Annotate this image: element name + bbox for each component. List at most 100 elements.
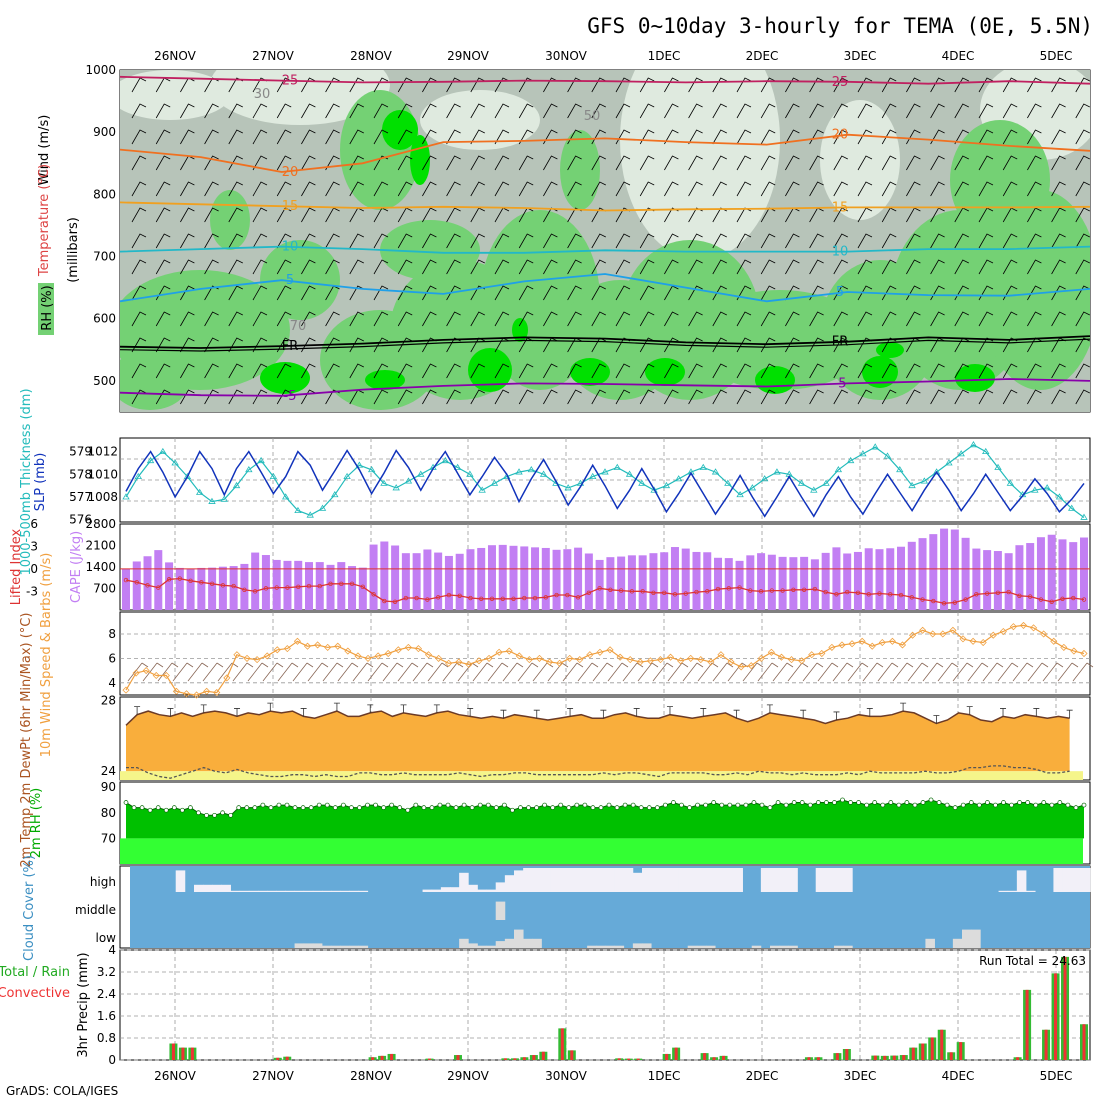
precip-convective-bar — [570, 1050, 574, 1060]
cape-bar — [746, 555, 755, 610]
wind-speed-point — [223, 674, 231, 682]
wind-barb — [180, 285, 195, 301]
wind-barb — [543, 311, 558, 327]
wind-barb — [180, 259, 195, 275]
cape-bar — [208, 567, 217, 610]
lifted-index-point — [543, 595, 548, 600]
wind-barb — [397, 389, 413, 405]
isotherm-label: 20 — [832, 128, 849, 143]
wind-barb — [930, 181, 945, 197]
rh-wet-region — [260, 240, 340, 320]
wind-barb — [518, 103, 534, 119]
thickness-point — [466, 470, 474, 477]
wind-barb — [1051, 285, 1066, 301]
temp-minmax-bar — [1033, 708, 1040, 717]
cape-bar — [778, 556, 787, 610]
x-tick-label: 2DEC — [746, 49, 779, 63]
temp-minmax-bar — [467, 708, 474, 717]
precip-convective-bar — [816, 1057, 820, 1060]
wind-barb — [301, 77, 316, 93]
rh2m-point — [188, 805, 193, 810]
wind-barb — [785, 285, 800, 301]
wind-barb — [325, 103, 340, 119]
cape-bar — [186, 568, 195, 610]
chart-title: GFS 0~10day 3-hourly for TEMA (0E, 5.5N) — [587, 14, 1093, 38]
x-tick-label: 2DEC — [746, 1069, 779, 1083]
wind-barb — [615, 155, 631, 171]
wind-barb — [204, 129, 219, 145]
wind-speed-point — [717, 651, 725, 659]
lifted-index-point — [220, 583, 226, 588]
cloud-high-bar — [431, 889, 442, 892]
wind-barb — [352, 662, 374, 682]
cloud-high-bar — [276, 890, 286, 892]
wind-barb — [155, 233, 171, 249]
thickness-point — [822, 479, 830, 486]
precip-convective-bar — [190, 1047, 194, 1060]
wind-barb — [349, 233, 364, 249]
cloud-low-bar — [632, 943, 643, 948]
wind-barb — [736, 259, 752, 275]
cape-bar — [487, 545, 496, 610]
rh2m-point — [936, 800, 942, 805]
cloud-high-bar — [239, 890, 250, 892]
lifted-index-point — [683, 591, 688, 596]
lifted-index-point — [1060, 596, 1065, 601]
wind-barb — [906, 103, 921, 119]
cloud-high-bar — [678, 868, 689, 892]
lifted-index-point — [651, 590, 656, 595]
wind-speed-point — [455, 658, 463, 666]
wind-barb — [470, 129, 485, 145]
wind-barb — [204, 259, 219, 275]
wind-barb — [785, 233, 800, 249]
lifted-index-point — [360, 584, 366, 590]
wind-barb — [736, 129, 752, 145]
precip-convective-bar — [902, 1055, 906, 1060]
cloud-high-bar — [468, 884, 478, 892]
precip-convective-bar — [1016, 1057, 1020, 1060]
wind-barb — [881, 77, 897, 93]
wind-barb — [785, 181, 800, 197]
rh2m-point — [284, 802, 290, 808]
rh-contour-label: 30 — [254, 87, 271, 102]
wind-barb — [301, 207, 316, 223]
wind-barb — [1075, 337, 1090, 353]
temp-minmax-bar — [600, 709, 607, 719]
precip-convective-bar — [1063, 956, 1067, 1060]
wind-barb — [494, 103, 510, 119]
cape-bar — [617, 556, 626, 610]
temp-minmax-bar — [933, 715, 940, 724]
wind-barb — [494, 311, 510, 327]
lifted-index-point — [242, 587, 247, 593]
isotherm-label: 20 — [282, 165, 299, 180]
left-tick-label: 0 — [30, 562, 38, 576]
wind-barb — [1051, 363, 1066, 379]
wind-barb — [1027, 311, 1042, 327]
wind-barb — [664, 363, 679, 379]
precip-convective-bar — [627, 1058, 631, 1060]
wind-barb — [397, 259, 413, 275]
precip-axis-label: 3hr Precip (mm) — [76, 952, 91, 1057]
wind-barb — [978, 259, 994, 275]
lifted-index-point — [317, 583, 322, 589]
thickness-point — [183, 472, 192, 479]
wind-barb — [664, 77, 679, 93]
cloud-high-bar — [706, 868, 716, 892]
temp-minmax-bar — [766, 704, 773, 713]
wind-barb — [276, 233, 292, 249]
y-tick-label: 90 — [101, 780, 116, 794]
temperature-line — [125, 710, 1070, 726]
wind-barb — [470, 181, 485, 197]
cloud-low-bar — [523, 938, 533, 948]
wind-barb — [276, 259, 292, 275]
cloud-low-bar — [952, 938, 963, 948]
wind-barb — [591, 155, 606, 171]
wind-barb — [494, 259, 510, 275]
rh2m-point — [976, 802, 982, 808]
wind-barb — [373, 337, 389, 353]
wind-barb — [615, 181, 631, 197]
lifted-index-point — [844, 589, 850, 595]
cloud-high-bar — [669, 868, 679, 892]
wind-barb — [712, 233, 727, 249]
thickness-point — [171, 459, 179, 466]
